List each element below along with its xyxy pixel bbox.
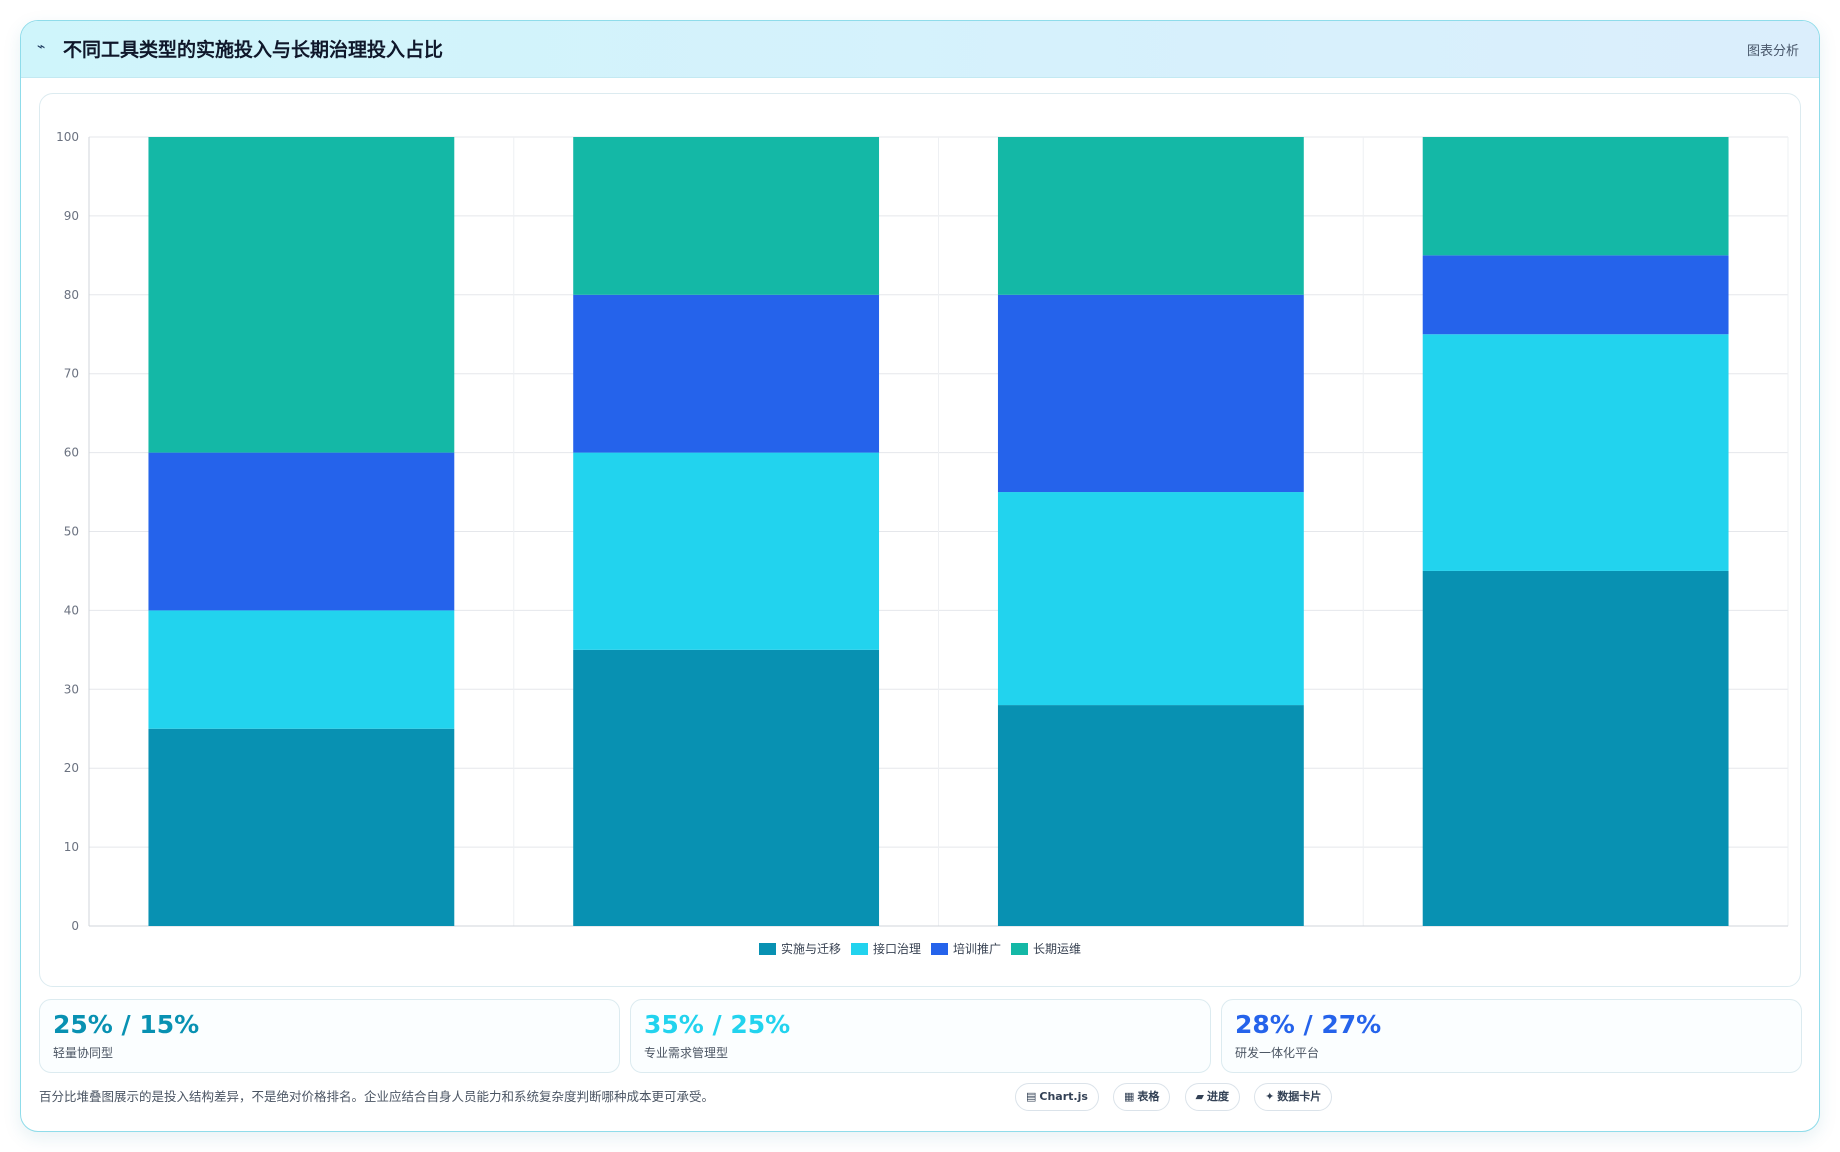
- sparkle-icon: ✦: [1265, 1090, 1275, 1103]
- pill-data-card[interactable]: ✦ 数据卡片: [1254, 1083, 1333, 1111]
- y-tick-label: 40: [64, 603, 79, 617]
- chart-icon: ▤: [1026, 1090, 1037, 1103]
- pill-table[interactable]: ▦ 表格: [1113, 1083, 1171, 1111]
- stat-card: 25% / 15% 轻量协同型: [39, 999, 620, 1073]
- legend-item[interactable]: 实施与迁移: [758, 940, 841, 957]
- legend-swatch: [931, 943, 948, 955]
- legend-item[interactable]: 长期运维: [1011, 940, 1081, 957]
- pill-progress[interactable]: ▰ 进度: [1184, 1083, 1240, 1111]
- pill-label: 表格: [1137, 1090, 1160, 1103]
- pill-chartjs[interactable]: ▤ Chart.js: [1015, 1083, 1099, 1111]
- trend-icon: ⌁: [37, 39, 46, 55]
- bar-segment: [997, 294, 1304, 493]
- y-tick-label: 0: [71, 919, 79, 933]
- legend-label: 培训推广: [953, 942, 1002, 956]
- stat-cards: 25% / 15% 轻量协同型 35% / 25% 专业需求管理型 28% / …: [39, 999, 1802, 1073]
- bar-segment: [997, 705, 1304, 926]
- chart-analysis-tag: 图表分析: [1746, 44, 1799, 59]
- chart-panel: 0102030405060708090100轻量协同型专业需求管理型研发一体化平…: [39, 93, 1801, 987]
- bar-segment: [573, 649, 880, 926]
- chart-footnote: 百分比堆叠图展示的是投入结构差异，不是绝对价格排名。企业应结合自身人员能力和系统…: [39, 1089, 715, 1104]
- legend-swatch: [1011, 943, 1029, 955]
- stat-label: 研发一体化平台: [1235, 1046, 1320, 1060]
- bar-segment: [1422, 255, 1729, 335]
- legend-label: 长期运维: [1033, 942, 1082, 956]
- chart-card: ⌁ 不同工具类型的实施投入与长期治理投入占比 图表分析 0 10 20 30 40 50 6…: [20, 20, 1820, 1132]
- table-icon: ▦: [1124, 1090, 1135, 1103]
- bar-segment: [997, 137, 1304, 295]
- y-tick-label: 90: [64, 209, 79, 223]
- bar-segment: [148, 137, 455, 453]
- y-tick-label: 30: [64, 682, 79, 696]
- stat-label: 专业需求管理型: [644, 1046, 729, 1060]
- pill-label: Chart.js: [1039, 1090, 1088, 1103]
- stat-card: 28% / 27% 研发一体化平台: [1221, 999, 1802, 1073]
- y-tick-label: 20: [64, 761, 79, 775]
- y-tick-label: 50: [64, 525, 79, 539]
- stat-value: 28% / 27%: [1235, 1010, 1382, 1039]
- legend-swatch: [850, 943, 868, 955]
- bar-segment: [573, 294, 880, 453]
- progress-icon: ▰: [1195, 1090, 1204, 1103]
- feature-pills: ▤ Chart.js ▦ 表格 ▰ 进度 ✦ 数据卡片: [1015, 1083, 1341, 1111]
- legend-item[interactable]: 培训推广: [931, 940, 1001, 957]
- y-tick-label: 80: [64, 288, 79, 302]
- bar-segment: [573, 452, 880, 650]
- y-tick-label: 100: [56, 130, 79, 144]
- bar-segment: [1422, 334, 1729, 571]
- stat-label: 轻量协同型: [53, 1046, 114, 1060]
- bar-segment: [148, 452, 455, 611]
- y-tick-label: 70: [64, 367, 79, 381]
- stat-value: 35% / 25%: [644, 1010, 791, 1039]
- bar-segment: [148, 610, 455, 729]
- chart-legend: 实施与迁移 接口治理 培训推广 长期运维: [40, 940, 1800, 957]
- bar-segment: [1422, 137, 1729, 256]
- bar-segment: [573, 137, 880, 295]
- bar-segment: [997, 492, 1304, 706]
- legend-label: 接口治理: [872, 942, 921, 956]
- card-header: ⌁ 不同工具类型的实施投入与长期治理投入占比 图表分析: [21, 21, 1819, 78]
- pill-label: 数据卡片: [1277, 1090, 1322, 1103]
- stat-card: 35% / 25% 专业需求管理型: [630, 999, 1211, 1073]
- stacked-bar-chart: 0102030405060708090100轻量协同型专业需求管理型研发一体化平…: [56, 130, 1789, 933]
- legend-label: 实施与迁移: [780, 942, 841, 956]
- stat-value: 25% / 15%: [53, 1010, 200, 1039]
- y-tick-label: 60: [64, 446, 79, 460]
- y-tick-label: 10: [64, 840, 79, 854]
- bar-segment: [148, 728, 455, 926]
- pill-label: 进度: [1206, 1090, 1229, 1103]
- legend-item[interactable]: 接口治理: [850, 940, 921, 957]
- bar-segment: [1422, 570, 1729, 926]
- legend-swatch: [758, 943, 776, 955]
- chart-title: 不同工具类型的实施投入与长期治理投入占比: [63, 39, 444, 61]
